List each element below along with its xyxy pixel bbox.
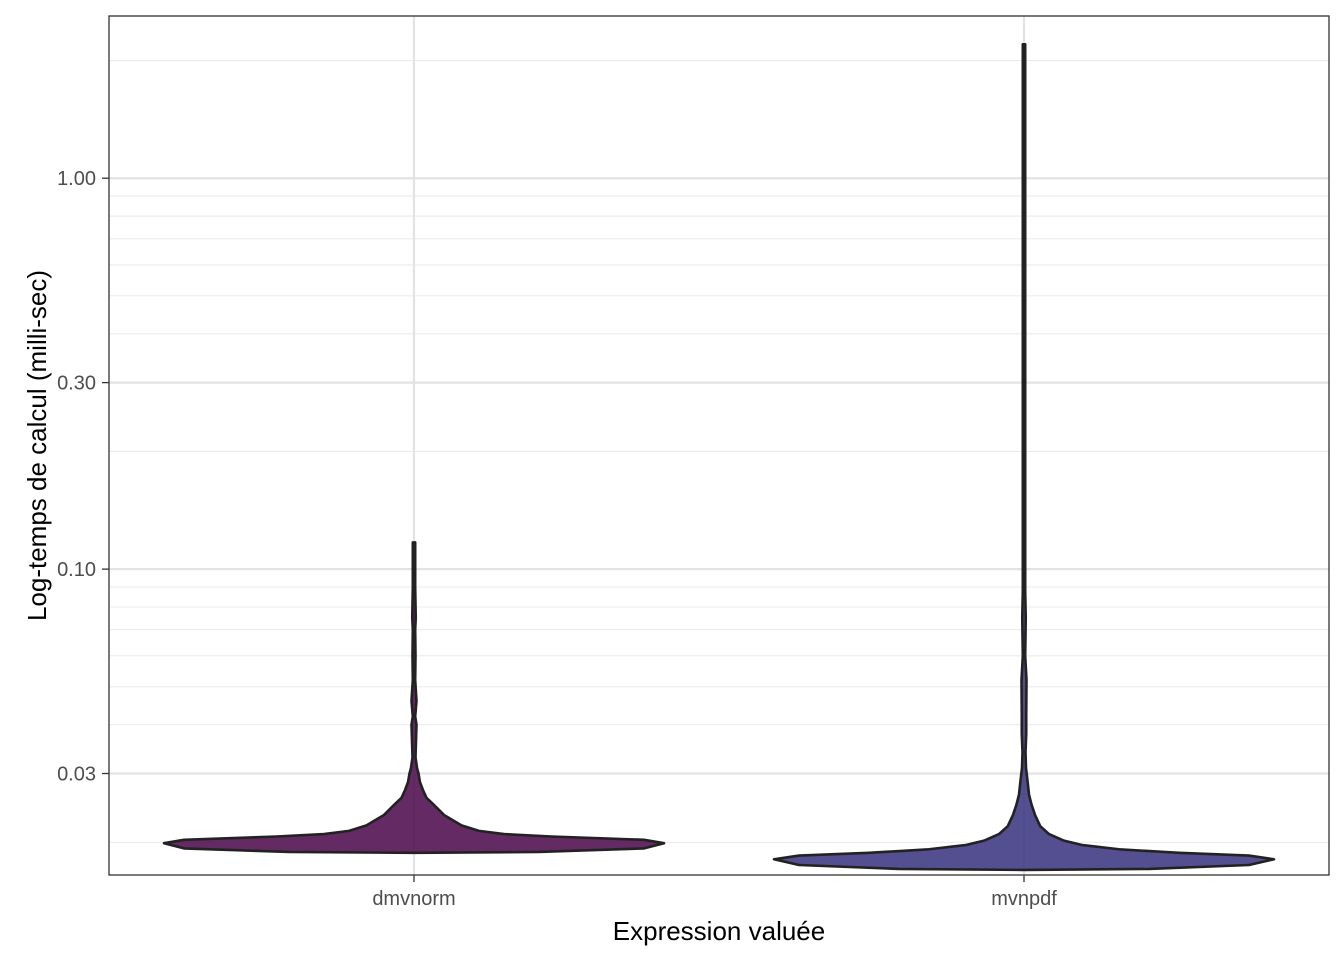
- x-tick-label-mvnpdf: mvnpdf: [991, 888, 1057, 910]
- y-tick-label: 1.00: [57, 168, 96, 190]
- plot-panel-border: [108, 15, 1330, 876]
- y-tick-label: 0.10: [57, 559, 96, 581]
- x-axis: dmvnorm mvnpdf: [372, 875, 1057, 910]
- violin-layer: [162, 43, 1276, 872]
- x-axis-title: Expression valuée: [613, 916, 825, 946]
- y-tick-label: 0.03: [57, 764, 96, 786]
- y-axis: 0.03 0.10 0.30 1.00: [57, 168, 109, 786]
- violin-mvnpdf: [772, 43, 1276, 872]
- x-tick-label-dmvnorm: dmvnorm: [372, 888, 455, 910]
- major-gridlines: [109, 16, 1329, 875]
- violin-dmvnorm: [162, 541, 666, 855]
- y-tick-label: 0.30: [57, 373, 96, 395]
- minor-gridlines: [109, 59, 1329, 843]
- y-axis-title: Log-temps de calcul (milli-sec): [22, 270, 52, 621]
